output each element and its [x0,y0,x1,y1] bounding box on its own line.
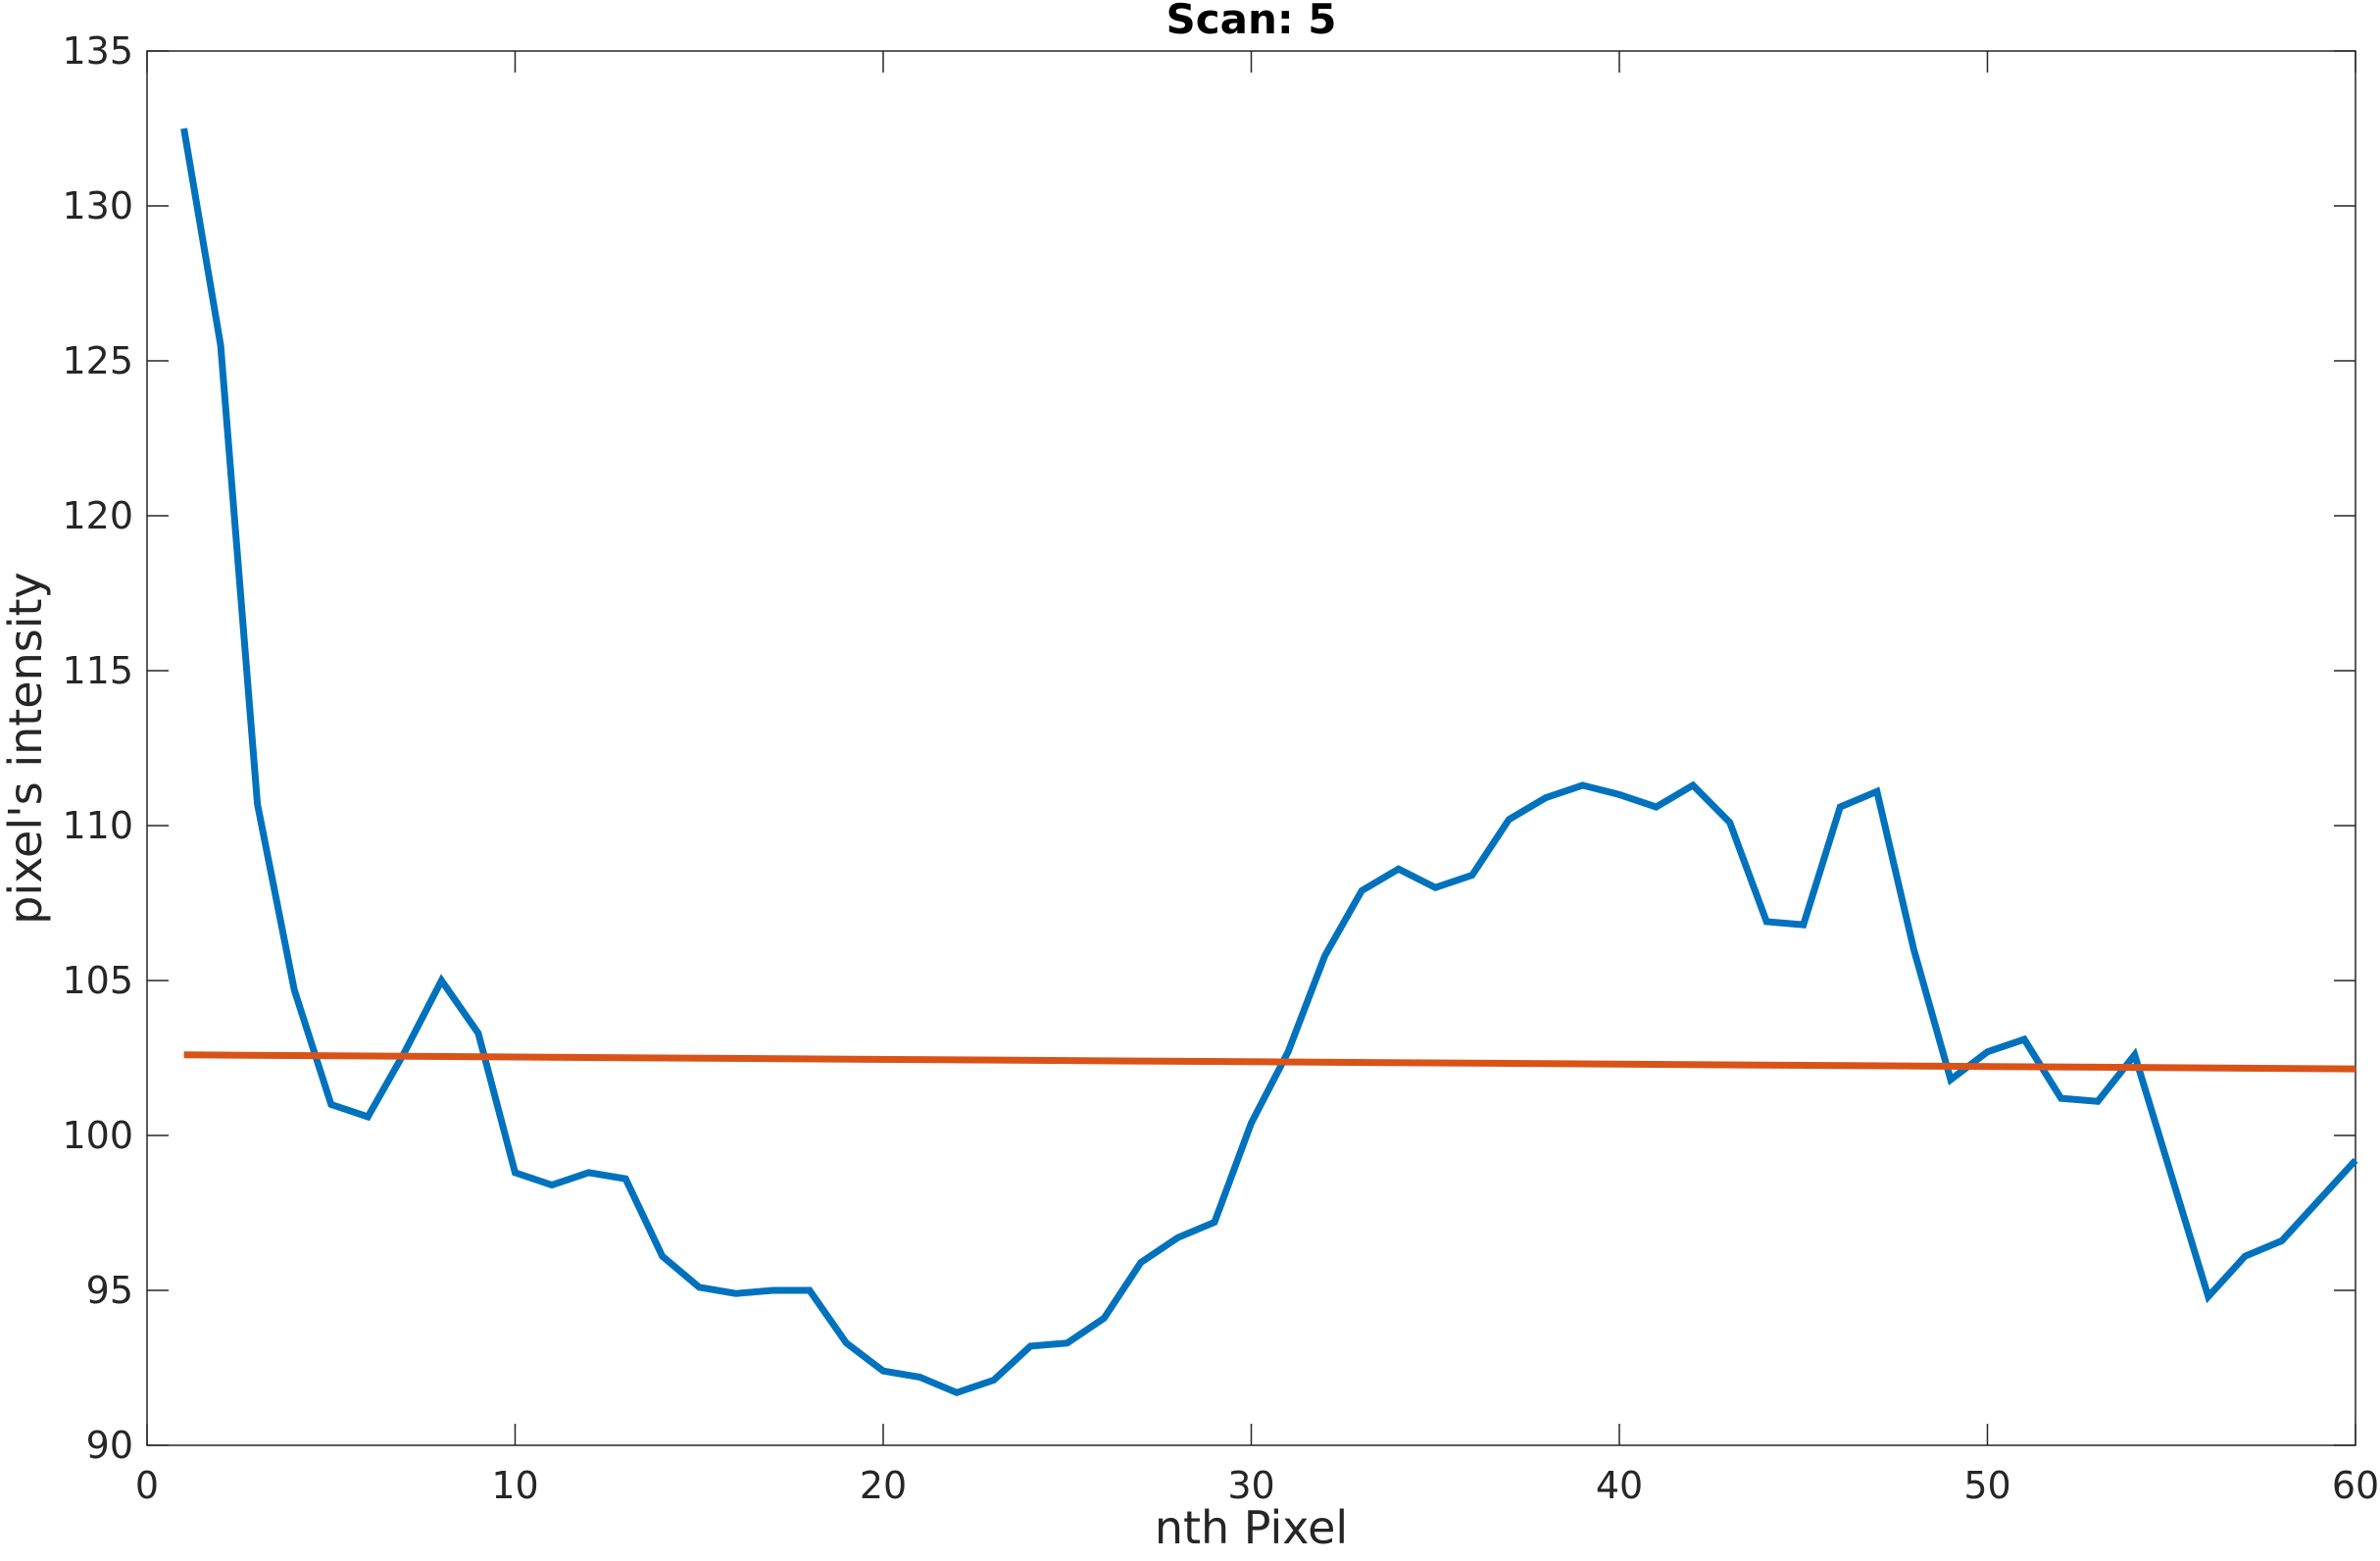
x-tick-label: 30 [1227,1464,1274,1507]
y-tick-label: 130 [62,184,133,227]
y-tick-label: 90 [86,1424,133,1467]
y-tick-label: 135 [62,29,133,73]
series-line-1 [180,127,2358,1397]
x-tick-label: 60 [2332,1464,2379,1507]
x-tick-label: 10 [491,1464,538,1507]
chart-title: Scan: 5 [1165,0,1336,43]
y-tick-label: 125 [62,339,133,382]
y-tick-label: 105 [62,959,133,1002]
y-tick-label: 115 [62,649,133,692]
series-line-2 [183,1051,2356,1073]
x-tick-label: 50 [1963,1464,2010,1507]
axes: 0 10 20 30 40 50 60 90 95 100 105 110 115 120 125 130 13… [62,29,2379,1507]
x-tick-label: 20 [860,1464,907,1507]
y-tick-label: 110 [62,804,133,847]
x-tick-label: 0 [135,1464,159,1507]
y-tick-label: 120 [62,494,133,537]
y-tick-label: 100 [62,1114,133,1157]
y-axis-label: pixel's intensity [0,572,52,925]
plot-frame [146,50,2356,1446]
x-axis-label: nth Pixel [1155,1501,1348,1554]
series-layer [180,127,2358,1397]
x-tick-label: 40 [1596,1464,1643,1507]
y-tick-label: 95 [86,1269,133,1312]
